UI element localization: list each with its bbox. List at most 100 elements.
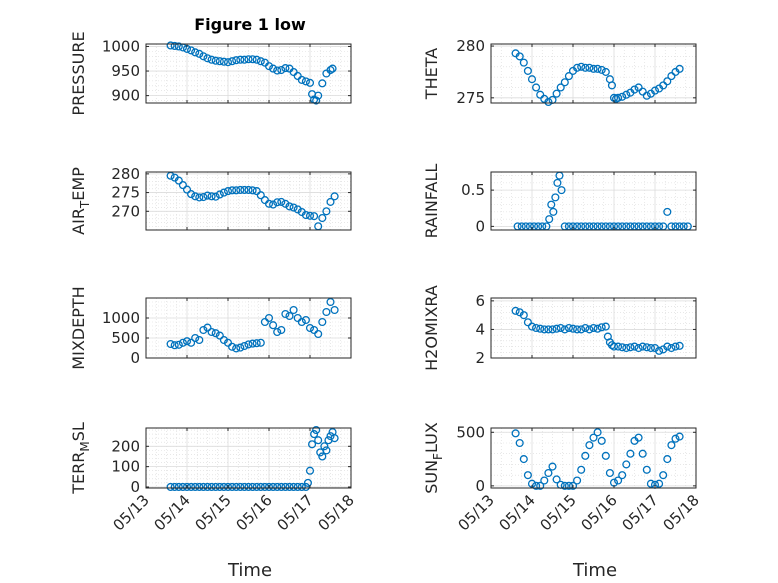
h2omixra-y-tick-label: 4 [475,320,485,338]
pressure-data-point [314,91,323,100]
h2omixra-data-point [614,342,623,351]
terr_msl-data-point [187,482,196,492]
h2omixra-y-label-main: H2OMIXRA [422,285,441,371]
sun_flux-data-point [605,468,614,478]
terr_msl-data-point [277,482,286,492]
sun_flux-y-tick-label: 500 [456,423,485,441]
pressure-data-point [215,57,224,66]
h2omixra-data-point [618,343,627,352]
terr_msl-data-point [281,482,290,492]
pressure-data-point [228,57,237,66]
sun_flux-data-point [573,476,582,485]
pressure-data-point [195,49,204,58]
mixdepth-data-point [174,340,183,349]
sun_flux-data-point [560,481,569,490]
mixdepth-data-point [178,338,187,347]
terr_msl-y-axis-label: TERRMSL [69,422,92,495]
h2omixra-y-tick-label: 6 [475,292,485,310]
air_temp-y-axis-label: AIRTEMP [69,167,92,235]
sun_flux-data-point [618,471,627,480]
rainfall-data-point [557,186,566,195]
mixdepth-data-point [273,327,282,337]
terr_msl-x-tick-label: 05/15 [192,491,235,534]
theta-data-point [560,78,569,87]
terr_msl-data-point [260,482,269,492]
sun_flux-data-point [614,476,623,485]
mixdepth-data-point [326,297,335,307]
mixdepth-data-point [199,325,208,335]
terr_msl-data-point [199,482,208,492]
terr_msl-data-point [301,482,310,492]
terr_msl-x-tick-label: 05/14 [151,491,194,534]
pressure-y-tick-label: 1000 [102,37,140,55]
h2omixra-data-point [527,322,537,331]
terr_msl-data-point [256,482,265,492]
air_temp-data-point [252,187,261,196]
terr_msl-data-point [166,482,175,492]
air_temp-data-point [223,187,233,196]
sun_flux-data-point [548,462,557,471]
mixdepth-data-point [293,313,302,323]
sun_flux-data-point [519,455,528,464]
rainfall-data-point [549,207,558,216]
h2omixra-data-point [671,342,680,351]
sun_flux-data-point [515,438,524,448]
terr_msl-data-point [269,482,278,492]
air_temp-y-tick-label: 270 [111,202,140,220]
theta-data-point [573,63,582,72]
h2omixra-axes-box [490,297,697,359]
theta-data-point [607,81,616,90]
air_temp-data-point [182,185,192,194]
pressure-data-point [199,52,208,61]
pressure-data-point [252,55,261,64]
air_temp-data-point [244,185,253,195]
mixdepth-data-point [182,337,192,346]
theta-data-point [667,72,676,81]
sun_flux-x-tick-label: 05/18 [660,491,703,534]
air_temp-data-point [293,205,302,214]
theta-data-point [597,65,606,74]
theta-axes-box [490,43,697,104]
theta-data-point [642,91,651,100]
terr_msl-data-point [191,482,200,492]
pressure-data-point [281,64,290,73]
pressure-data-point [244,55,253,64]
terr_msl-data-point [228,482,237,492]
h2omixra-data-point [552,324,561,333]
mixdepth-data-point [195,335,204,345]
mixdepth-data-point [228,342,237,351]
sun_flux-data-point [675,432,684,441]
air_temp-y-label-tail: EMP [69,167,88,201]
air_temp-data-point [228,186,237,195]
theta-y-tick-label: 280 [456,37,485,55]
h2omixra-data-point [540,325,549,334]
sun_flux-y-label-subscript: F [431,453,445,460]
sun_flux-data-point [568,481,578,490]
terr_msl-data-point [297,482,306,492]
rainfall-data-point [545,215,554,224]
terr_msl-y-label-tail: SL [69,422,88,441]
pressure-y-tick-label: 950 [111,62,140,80]
air_temp-data-point [277,197,286,206]
mixdepth-data-point [244,340,253,349]
mixdepth-data-point [211,329,220,338]
sun_flux-y-label-tail: LUX [422,422,441,453]
theta-data-point [527,75,537,84]
theta-data-point [618,92,627,101]
mixdepth-data-point [236,343,245,352]
h2omixra-data-point [626,343,635,352]
figure-title: Figure 1 low [194,15,306,34]
terr_msl-data-point [219,482,228,492]
terr_msl-y-label-main: TERR [69,452,88,495]
theta-data-point [523,66,532,75]
theta-data-point [663,77,672,86]
air_temp-data-point [285,202,294,211]
h2omixra-y-axis-label: H2OMIXRA [422,285,441,371]
h2omixra-data-point [667,343,676,353]
terr_msl-data-point [236,482,245,492]
mixdepth-data-point [330,305,339,315]
mixdepth-y-label-main: MIXDEPTH [69,286,88,369]
terr_msl-data-point [318,452,327,461]
pressure-y-axis-label: PRESSURE [69,31,88,115]
theta-data-point [581,63,590,72]
